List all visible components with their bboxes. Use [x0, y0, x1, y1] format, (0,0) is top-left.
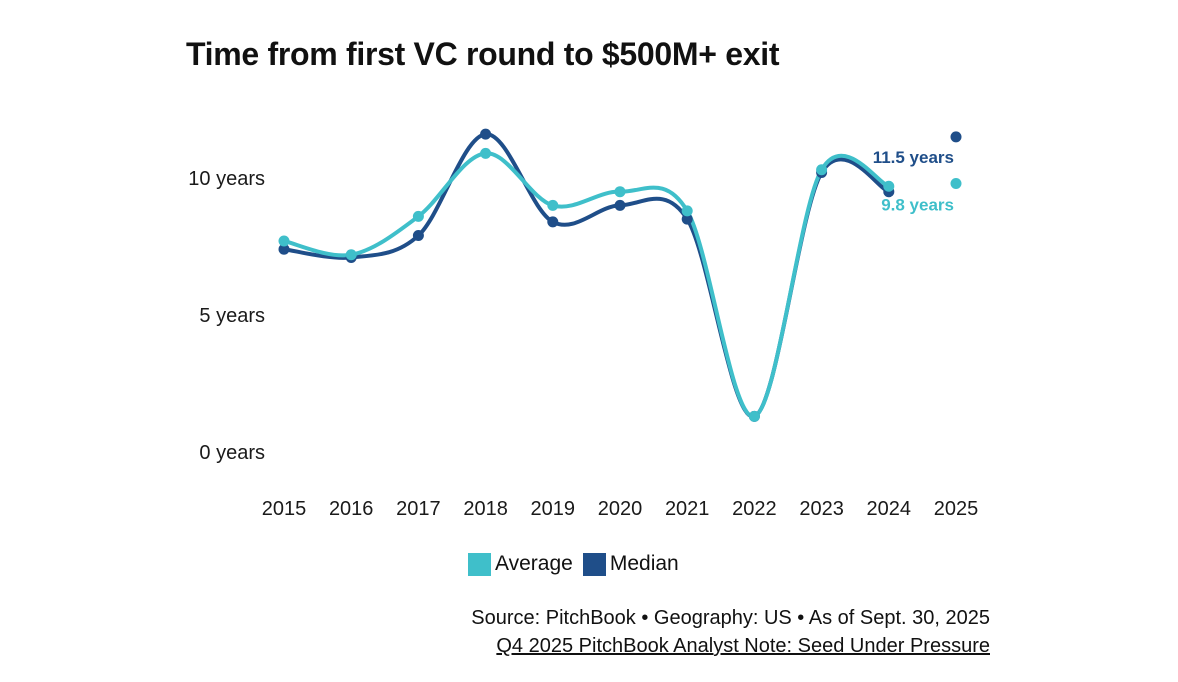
y-tick-label: 0 years [199, 442, 265, 464]
y-axis-ticks: 0 years 5 years 10 years [188, 168, 265, 464]
legend-swatch-median [582, 552, 606, 576]
x-axis-ticks: 2015 2016 2017 2018 2019 2020 2021 2022 2023 2024… [262, 498, 979, 520]
data-point-average [480, 147, 492, 159]
x-tick-label: 2018 [463, 498, 508, 520]
data-point-average [816, 164, 828, 176]
data-point-average [547, 199, 559, 211]
end-label-average: 9.8 years [881, 195, 954, 214]
x-tick-label: 2017 [396, 498, 441, 520]
data-point-median [614, 199, 626, 211]
data-point-average [748, 410, 760, 422]
data-point-median [412, 230, 424, 242]
legend: Average Median [468, 552, 679, 576]
end-labels: 11.5 years 9.8 years [873, 148, 954, 215]
series-line-median [282, 132, 891, 419]
data-point-average [681, 205, 693, 217]
x-tick-label: 2023 [799, 498, 844, 520]
legend-swatch-average [468, 552, 491, 576]
footer: Source: PitchBook • Geography: US • As o… [471, 604, 990, 660]
x-tick-label: 2024 [867, 498, 912, 520]
data-point-median [950, 131, 962, 143]
data-point-average [883, 180, 895, 192]
series-lines [282, 132, 891, 419]
x-tick-label: 2015 [262, 498, 307, 520]
data-point-average [278, 235, 290, 247]
data-point-median [480, 128, 492, 140]
series-points [278, 128, 962, 422]
source-note: Source: PitchBook • Geography: US • As o… [471, 607, 990, 629]
x-tick-label: 2016 [329, 498, 374, 520]
x-tick-label: 2020 [598, 498, 643, 520]
chart-title: Time from first VC round to $500M+ exit [186, 36, 780, 72]
data-point-average [950, 177, 962, 189]
series-line-average [282, 151, 891, 419]
x-tick-label: 2019 [531, 498, 576, 520]
legend-label-median: Median [609, 552, 679, 575]
report-link[interactable]: Q4 2025 PitchBook Analyst Note: Seed Und… [496, 635, 990, 657]
data-point-average [412, 210, 424, 222]
data-point-median [278, 243, 290, 255]
x-tick-label: 2022 [732, 498, 777, 520]
y-tick-label: 5 years [199, 305, 265, 327]
data-point-median [681, 213, 693, 225]
y-tick-label: 10 years [188, 168, 265, 190]
legend-label-average: Average [495, 552, 573, 575]
data-point-median [547, 216, 559, 228]
end-label-median: 11.5 years [873, 148, 954, 167]
x-tick-label: 2021 [665, 498, 710, 520]
legend-item-average: Average [468, 552, 573, 576]
data-point-average [345, 249, 357, 261]
data-point-average [614, 186, 626, 198]
legend-item-median: Median [582, 552, 679, 576]
x-tick-label: 2025 [934, 498, 979, 520]
